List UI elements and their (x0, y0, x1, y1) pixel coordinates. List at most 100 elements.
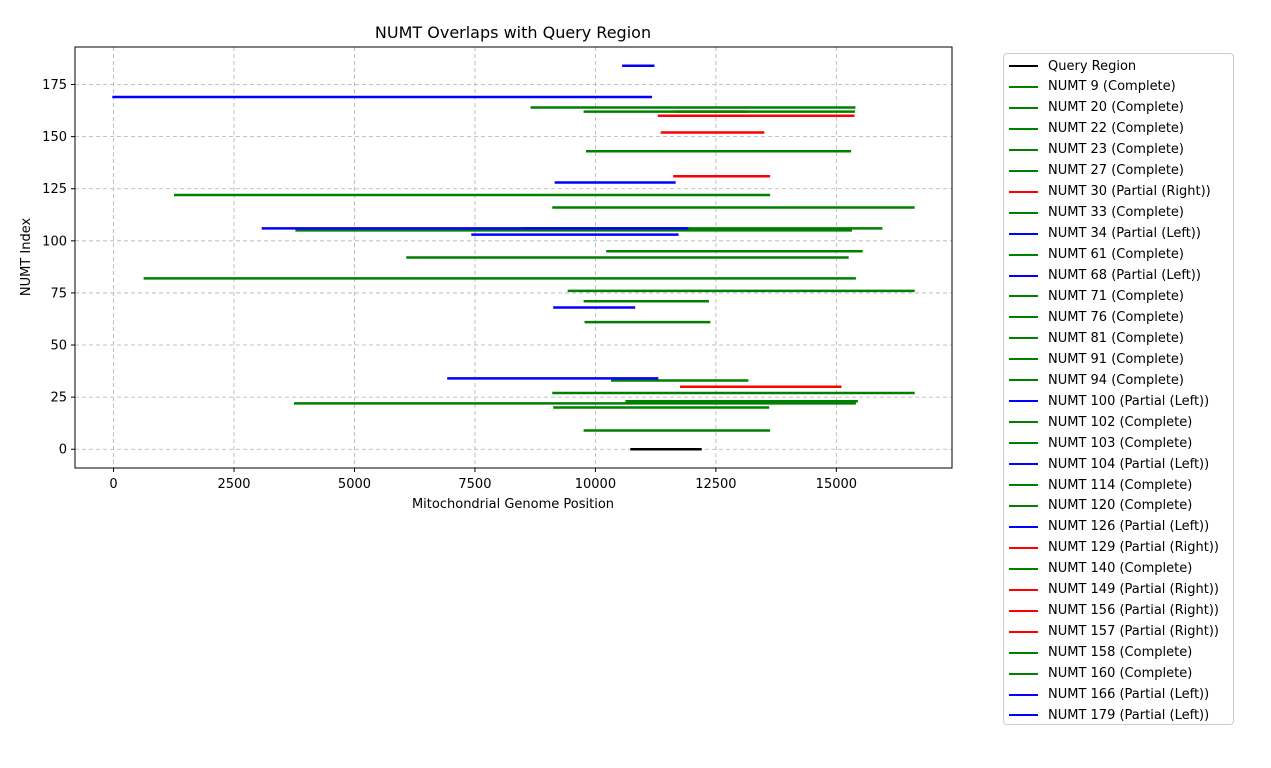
legend-item: NUMT 27 (Complete) (1009, 161, 1184, 181)
y-tick-label: 50 (50, 339, 67, 354)
legend-swatch (1009, 169, 1038, 172)
legend-label: NUMT 76 (Complete) (1048, 309, 1184, 325)
x-tick-label: 12500 (695, 477, 736, 492)
legend-label: NUMT 166 (Partial (Left)) (1048, 687, 1210, 702)
x-axis-label: Mitochondrial Genome Position (412, 497, 614, 512)
legend-item: NUMT 102 (Complete) (1009, 412, 1192, 432)
plot-frame (74, 46, 953, 469)
legend-label: NUMT 160 (Complete) (1048, 666, 1193, 682)
legend-swatch (1009, 651, 1038, 654)
legend-item: NUMT 166 (Partial (Left)) (1009, 685, 1209, 705)
legend-label: NUMT 71 (Complete) (1048, 288, 1184, 304)
legend-item: NUMT 76 (Complete) (1009, 307, 1184, 327)
legend-label: NUMT 34 (Partial (Left)) (1048, 226, 1201, 242)
legend-item: NUMT 114 (Complete) (1009, 475, 1192, 495)
legend-item: NUMT 20 (Complete) (1009, 98, 1184, 118)
y-tick-label: 0 (59, 443, 67, 458)
legend-swatch (1009, 190, 1038, 193)
legend-label: NUMT 120 (Complete) (1048, 498, 1193, 514)
legend-swatch (1009, 504, 1038, 507)
legend-item: NUMT 104 (Partial (Left)) (1009, 454, 1209, 474)
legend-swatch (1009, 693, 1038, 696)
legend-swatch (1009, 672, 1038, 675)
legend-label: NUMT 104 (Partial (Left)) (1048, 456, 1210, 472)
legend-item: NUMT 149 (Partial (Right)) (1009, 580, 1219, 600)
legend-swatch (1009, 274, 1038, 277)
legend-swatch (1009, 148, 1038, 151)
x-tick-label: 5000 (338, 477, 371, 492)
legend-item: NUMT 156 (Partial (Right)) (1009, 601, 1219, 621)
legend-label: NUMT 102 (Complete) (1048, 414, 1193, 430)
legend-swatch (1009, 463, 1038, 466)
legend-swatch (1009, 546, 1038, 549)
legend-item: NUMT 126 (Partial (Left)) (1009, 517, 1209, 537)
legend-label: NUMT 23 (Complete) (1048, 142, 1184, 158)
legend-swatch (1009, 253, 1038, 256)
legend-label: NUMT 126 (Partial (Left)) (1048, 519, 1210, 535)
legend-swatch (1009, 65, 1038, 67)
legend-label: NUMT 20 (Complete) (1048, 100, 1184, 116)
legend-swatch (1009, 567, 1038, 570)
legend-swatch (1009, 85, 1038, 88)
y-tick-label: 125 (42, 182, 67, 197)
legend-item: NUMT 91 (Complete) (1009, 349, 1184, 369)
legend-swatch (1009, 211, 1038, 214)
legend-label: NUMT 94 (Complete) (1048, 372, 1184, 388)
legend-label: NUMT 157 (Partial (Right)) (1048, 624, 1219, 640)
chart-legend: Query Region NUMT 9 (Complete) NUMT 20 (Co… (1003, 53, 1234, 725)
legend-swatch (1009, 609, 1038, 612)
legend-item: NUMT 179 (Partial (Left)) (1009, 705, 1209, 725)
y-ticks: 0 25 50 75 100 125 150 175 (42, 78, 75, 458)
legend-label: Query Region (1048, 58, 1137, 74)
legend-item: NUMT 22 (Complete) (1009, 119, 1184, 139)
legend-item: NUMT 33 (Complete) (1009, 203, 1184, 223)
legend-item: NUMT 23 (Complete) (1009, 140, 1184, 160)
legend-label: NUMT 179 (Partial (Left)) (1048, 707, 1210, 723)
legend-item: NUMT 9 (Complete) (1009, 77, 1176, 97)
legend-label: NUMT 22 (Complete) (1048, 121, 1184, 137)
legend-label: NUMT 156 (Partial (Right)) (1048, 603, 1219, 619)
legend-label: NUMT 158 (Complete) (1048, 645, 1193, 661)
legend-swatch (1009, 337, 1038, 340)
legend-item: NUMT 61 (Complete) (1009, 245, 1184, 265)
legend-label: NUMT 114 (Complete) (1048, 477, 1193, 493)
legend-swatch (1009, 588, 1038, 591)
legend-label: NUMT 91 (Complete) (1048, 351, 1184, 367)
legend-item: NUMT 157 (Partial (Right)) (1009, 622, 1219, 642)
legend-item: NUMT 30 (Partial (Right)) (1009, 182, 1211, 202)
legend-item: NUMT 129 (Partial (Right)) (1009, 538, 1219, 558)
legend-label: NUMT 149 (Partial (Right)) (1048, 582, 1219, 598)
legend-swatch (1009, 630, 1038, 633)
legend-swatch (1009, 484, 1038, 486)
legend-item: NUMT 81 (Complete) (1009, 328, 1184, 348)
legend-swatch (1009, 714, 1038, 717)
y-axis-label: NUMT Index (19, 218, 34, 297)
legend-label: NUMT 100 (Partial (Left)) (1048, 393, 1210, 409)
legend-item: NUMT 140 (Complete) (1009, 559, 1192, 579)
legend-swatch (1009, 400, 1038, 403)
legend-label: NUMT 27 (Complete) (1048, 163, 1184, 179)
legend-swatch (1009, 316, 1038, 319)
legend-swatch (1009, 127, 1038, 130)
legend-item: NUMT 158 (Complete) (1009, 643, 1192, 663)
legend-label: NUMT 33 (Complete) (1048, 205, 1184, 221)
legend-item: Query Region (1009, 56, 1136, 76)
legend-label: NUMT 129 (Partial (Right)) (1048, 540, 1219, 556)
legend-item: NUMT 94 (Complete) (1009, 370, 1184, 390)
x-tick-label: 2500 (217, 477, 250, 492)
legend-label: NUMT 61 (Complete) (1048, 247, 1184, 263)
legend-swatch (1009, 379, 1038, 382)
legend-item: NUMT 34 (Partial (Left)) (1009, 224, 1201, 244)
legend-swatch (1009, 525, 1038, 528)
legend-item: NUMT 68 (Partial (Left)) (1009, 266, 1201, 286)
x-tick-label: 0 (109, 477, 117, 492)
y-tick-label: 150 (42, 130, 67, 145)
x-tick-label: 7500 (458, 477, 491, 492)
legend-item: NUMT 71 (Complete) (1009, 286, 1184, 306)
legend-swatch (1009, 358, 1038, 361)
legend-swatch (1009, 442, 1038, 445)
series-lines (112, 64, 915, 451)
legend-label: NUMT 140 (Complete) (1048, 561, 1193, 577)
legend-swatch (1009, 295, 1038, 298)
